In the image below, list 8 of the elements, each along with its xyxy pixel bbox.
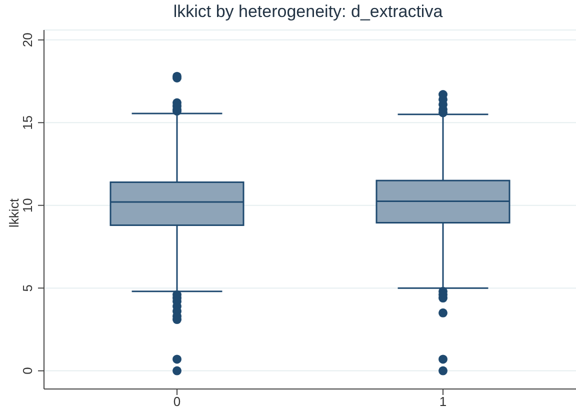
y-tick-label: 10 xyxy=(20,198,35,213)
y-tick-label: 5 xyxy=(20,284,35,292)
y-tick-label: 15 xyxy=(20,115,35,130)
chart-title: lkkict by heterogeneity: d_extractiva xyxy=(172,2,444,22)
y-tick-label: 0 xyxy=(20,367,35,374)
y-tick-label: 20 xyxy=(20,32,35,48)
x-tick-label: 1 xyxy=(439,394,447,410)
y-axis-title: lkkict xyxy=(6,198,22,230)
